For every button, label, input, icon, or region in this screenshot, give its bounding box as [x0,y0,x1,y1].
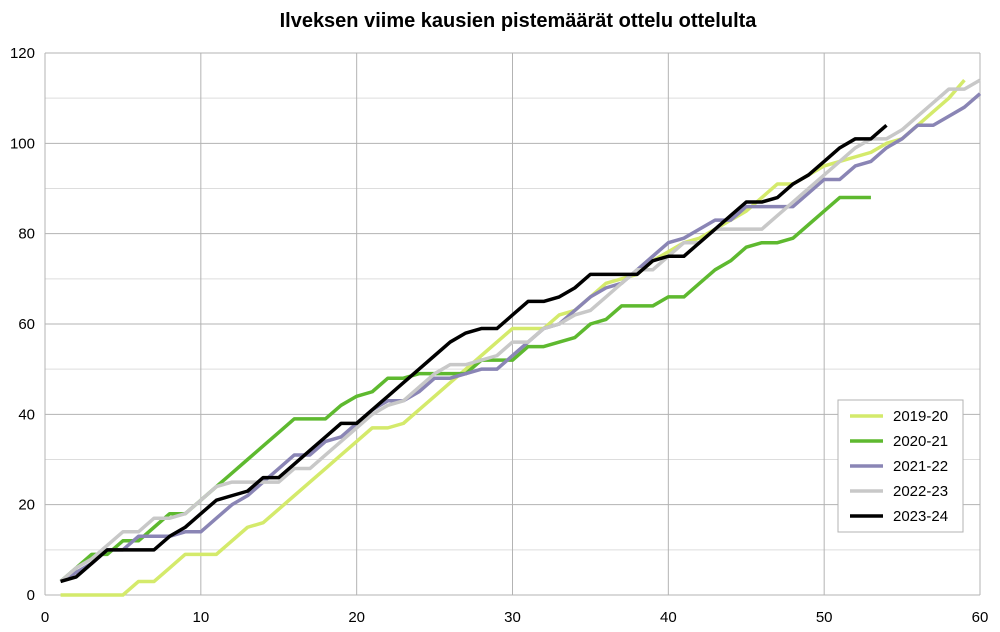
legend-label: 2022-23 [893,483,948,500]
legend-label: 2019-20 [893,408,948,425]
x-tick-label: 10 [192,609,209,626]
y-tick-label: 40 [18,406,35,423]
y-tick-label: 80 [18,226,35,243]
legend-label: 2020-21 [893,433,948,450]
legend-label: 2021-22 [893,458,948,475]
y-tick-label: 60 [18,316,35,333]
y-tick-label: 20 [18,497,35,514]
x-tick-label: 20 [348,609,365,626]
series-line-2021-22 [59,92,982,583]
x-tick-label: 30 [504,609,521,626]
grid [44,52,981,596]
y-tick-label: 100 [10,135,35,152]
chart-title: Ilveksen viime kausien pistemäärät ottel… [280,10,758,32]
y-tick-label: 120 [10,45,35,62]
series-line-2020-21 [59,195,871,583]
x-tick-label: 0 [41,609,49,626]
series-lines [59,78,982,597]
x-tick-label: 60 [972,609,989,626]
axes: 0 20 40 60 80 100 120 0 10 20 30 40 50 60 [10,45,988,626]
y-tick-label: 0 [27,587,35,604]
legend-label: 2023-24 [893,508,948,525]
series-line-2022-23 [59,78,981,583]
legend: 2019-20 2020-21 2021-22 2022-23 2023-24 [837,399,964,533]
series-line-2023-24 [60,123,888,584]
x-tick-label: 40 [660,609,677,626]
x-tick-label: 50 [816,609,833,626]
